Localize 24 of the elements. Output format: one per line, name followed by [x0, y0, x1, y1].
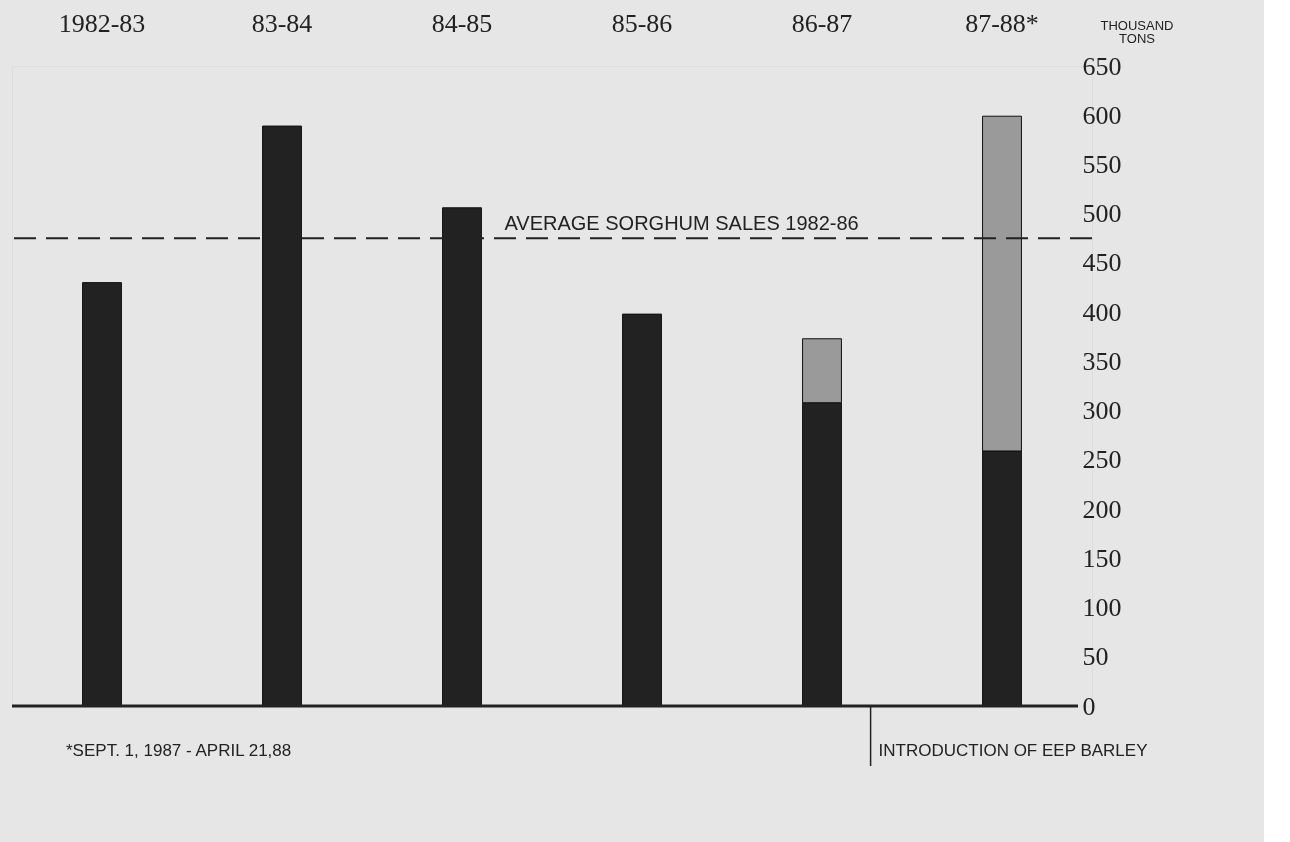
y-tick-label: 50	[1082, 642, 1109, 672]
text: *SEPT. 1, 1987 - APRIL 21,88	[66, 741, 292, 760]
x-tick-label: 84-85	[431, 8, 493, 38]
x-tick-label: 87-88*	[965, 8, 1039, 38]
y-tick-label: 150	[1082, 543, 1122, 573]
x-tick-label: 86-87	[791, 8, 853, 38]
y-tick-label: 250	[1082, 445, 1122, 475]
y-tick-label: 300	[1082, 396, 1122, 426]
text: INTRODUCTION OF EEP BARLEY	[878, 741, 1148, 760]
y-tick-label: 100	[1082, 593, 1122, 623]
x-tick-label: 83-84	[251, 8, 313, 38]
y-tick-label: 200	[1082, 494, 1122, 524]
y-tick-label: 450	[1082, 248, 1122, 278]
y-tick-label: 500	[1082, 199, 1122, 229]
ref-line-label: AVERAGE SORGHUM SALES 1982-86	[504, 212, 859, 235]
y-tick-label: 650	[1082, 51, 1122, 81]
y-tick-label: 600	[1082, 100, 1122, 130]
y-tick-label: 350	[1082, 346, 1122, 376]
y-tick-label: 550	[1082, 149, 1122, 179]
y-tick-label: 400	[1082, 297, 1122, 327]
x-tick-label: 85-86	[611, 8, 673, 38]
x-tick-label: 1982-83	[58, 8, 146, 38]
y-tick-label: 0	[1082, 691, 1096, 721]
y-axis-title: THOUSAND TONS	[1100, 18, 1174, 46]
